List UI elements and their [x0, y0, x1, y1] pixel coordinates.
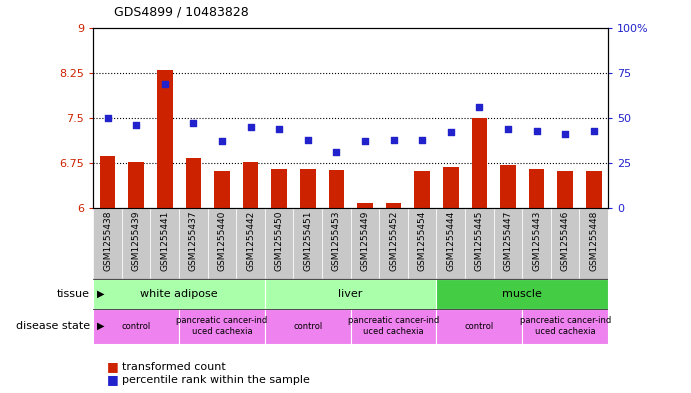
Text: GSM1255437: GSM1255437	[189, 210, 198, 271]
Bar	[558, 171, 573, 208]
Point	[274, 126, 285, 132]
Text: ■: ■	[107, 373, 119, 387]
Bar	[272, 169, 287, 208]
Text: GSM1255451: GSM1255451	[303, 210, 312, 271]
Bar	[357, 204, 373, 208]
Text: GSM1255439: GSM1255439	[132, 210, 141, 271]
Text: pancreatic cancer-ind
uced cachexia: pancreatic cancer-ind uced cachexia	[176, 316, 267, 336]
Text: ▶: ▶	[97, 289, 104, 299]
Bar	[185, 158, 201, 208]
Text: GDS4899 / 10483828: GDS4899 / 10483828	[114, 6, 249, 19]
Text: GSM1255452: GSM1255452	[389, 210, 398, 271]
Bar	[465, 208, 493, 279]
Bar	[122, 208, 151, 279]
Text: GSM1255440: GSM1255440	[218, 210, 227, 271]
Bar	[93, 309, 179, 344]
Bar	[265, 279, 437, 309]
Text: percentile rank within the sample: percentile rank within the sample	[122, 375, 310, 385]
Text: liver: liver	[339, 289, 363, 299]
Text: GSM1255454: GSM1255454	[417, 210, 426, 271]
Bar	[522, 208, 551, 279]
Text: GSM1255450: GSM1255450	[275, 210, 284, 271]
Point	[216, 138, 227, 145]
Point	[331, 149, 342, 155]
Bar	[408, 208, 437, 279]
Bar	[437, 279, 608, 309]
Bar	[157, 70, 173, 208]
Text: control: control	[293, 322, 323, 331]
Text: control: control	[465, 322, 494, 331]
Bar	[471, 118, 487, 208]
Bar	[93, 279, 265, 309]
Bar	[243, 162, 258, 208]
Text: disease state: disease state	[16, 321, 90, 331]
Text: GSM1255446: GSM1255446	[560, 210, 569, 271]
Point	[502, 126, 513, 132]
Text: GSM1255447: GSM1255447	[504, 210, 513, 271]
Text: tissue: tissue	[57, 289, 90, 299]
Point	[159, 81, 170, 87]
Bar	[208, 208, 236, 279]
Point	[531, 127, 542, 134]
Bar	[386, 204, 401, 208]
Bar	[294, 208, 322, 279]
Bar	[265, 309, 351, 344]
Bar	[151, 208, 179, 279]
Bar	[379, 208, 408, 279]
Bar	[580, 208, 608, 279]
Point	[102, 115, 113, 121]
Text: ■: ■	[107, 360, 119, 373]
Point	[588, 127, 599, 134]
Text: GSM1255438: GSM1255438	[103, 210, 112, 271]
Bar	[236, 208, 265, 279]
Bar	[500, 165, 516, 208]
Bar	[443, 167, 459, 208]
Point	[388, 136, 399, 143]
Text: pancreatic cancer-ind
uced cachexia: pancreatic cancer-ind uced cachexia	[348, 316, 439, 336]
Bar	[522, 309, 608, 344]
Text: white adipose: white adipose	[140, 289, 218, 299]
Text: GSM1255449: GSM1255449	[361, 210, 370, 271]
Bar	[415, 171, 430, 208]
Text: GSM1255443: GSM1255443	[532, 210, 541, 271]
Bar	[93, 208, 122, 279]
Bar	[529, 169, 545, 208]
Bar	[265, 208, 294, 279]
Text: GSM1255444: GSM1255444	[446, 210, 455, 271]
Bar	[328, 170, 344, 208]
Text: pancreatic cancer-ind
uced cachexia: pancreatic cancer-ind uced cachexia	[520, 316, 611, 336]
Bar	[100, 156, 115, 208]
Text: GSM1255441: GSM1255441	[160, 210, 169, 271]
Bar	[129, 162, 144, 208]
Point	[560, 131, 571, 137]
Text: GSM1255453: GSM1255453	[332, 210, 341, 271]
Bar	[179, 208, 208, 279]
Text: ▶: ▶	[97, 321, 104, 331]
Point	[131, 122, 142, 128]
Bar	[351, 208, 379, 279]
Point	[359, 138, 370, 145]
Bar	[300, 169, 316, 208]
Bar	[179, 309, 265, 344]
Text: control: control	[122, 322, 151, 331]
Point	[188, 120, 199, 127]
Text: transformed count: transformed count	[122, 362, 226, 372]
Text: muscle: muscle	[502, 289, 542, 299]
Bar	[437, 208, 465, 279]
Bar	[493, 208, 522, 279]
Bar	[322, 208, 351, 279]
Point	[245, 124, 256, 130]
Text: GSM1255445: GSM1255445	[475, 210, 484, 271]
Text: GSM1255448: GSM1255448	[589, 210, 598, 271]
Bar	[214, 171, 230, 208]
Point	[445, 129, 456, 136]
Text: GSM1255442: GSM1255442	[246, 210, 255, 271]
Point	[474, 104, 485, 110]
Bar	[351, 309, 437, 344]
Bar	[437, 309, 522, 344]
Bar	[586, 171, 602, 208]
Point	[417, 136, 428, 143]
Point	[302, 136, 313, 143]
Bar	[551, 208, 580, 279]
